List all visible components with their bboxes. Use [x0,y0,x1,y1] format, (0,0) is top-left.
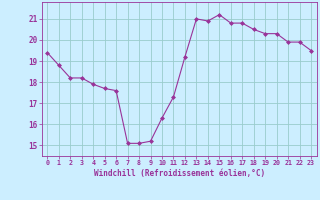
X-axis label: Windchill (Refroidissement éolien,°C): Windchill (Refroidissement éolien,°C) [94,169,265,178]
